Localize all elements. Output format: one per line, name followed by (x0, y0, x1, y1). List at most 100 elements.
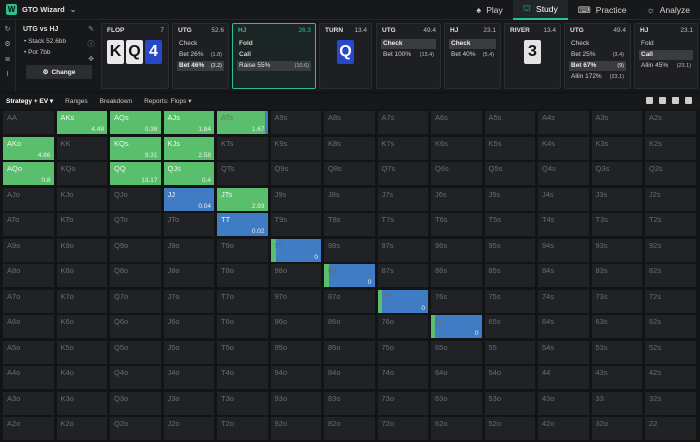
hand-cell-54o[interactable]: 54o (483, 365, 536, 391)
hand-cell-54s[interactable]: 54s (537, 339, 590, 365)
utg-flop-node[interactable]: UTG 52.6 Check Bet 26% (1.8) Bet 46% (3.2) (172, 23, 229, 89)
grid-view-icon[interactable] (672, 97, 679, 104)
tab-breakdown[interactable]: Breakdown (94, 94, 139, 109)
hand-cell-44[interactable]: 44 (537, 365, 590, 391)
action-row-selected[interactable]: Raise 55% (10.6) (237, 61, 311, 71)
hand-cell-94o[interactable]: 94o (269, 365, 322, 391)
list-view-icon[interactable] (685, 97, 692, 104)
hand-cell-J2o[interactable]: J2o (162, 416, 215, 442)
hand-cell-J2s[interactable]: J2s (644, 186, 697, 212)
hand-cell-A8o[interactable]: A8o (2, 263, 55, 289)
hand-cell-AKo[interactable]: AKo 4.86 (2, 135, 55, 161)
action-row[interactable]: Check (569, 39, 626, 49)
hand-cell-J6s[interactable]: J6s (430, 186, 483, 212)
hand-cell-73s[interactable]: 73s (590, 288, 643, 314)
hand-cell-JTo[interactable]: JTo (162, 212, 215, 238)
hand-cell-65o[interactable]: 65o (430, 339, 483, 365)
hand-cell-Q2s[interactable]: Q2s (644, 161, 697, 187)
hand-cell-A9s[interactable]: A9s (269, 110, 322, 136)
action-row-selected[interactable]: Check (449, 39, 496, 49)
hand-cell-76s[interactable]: 76s (430, 288, 483, 314)
hand-cell-J3o[interactable]: J3o (162, 390, 215, 416)
hand-cell-72o[interactable]: 72o (376, 416, 429, 442)
river-card[interactable]: RIVER 13.4 3 (504, 23, 561, 89)
hand-cell-K6o[interactable]: K6o (55, 314, 108, 340)
hand-cell-83o[interactable]: 83o (323, 390, 376, 416)
turn-card[interactable]: TURN 13.4 Q (319, 23, 372, 89)
hand-cell-92s[interactable]: 92s (644, 237, 697, 263)
hand-cell-93o[interactable]: 93o (269, 390, 322, 416)
hand-cell-A4o[interactable]: A4o (2, 365, 55, 391)
hand-cell-Q6o[interactable]: Q6o (109, 314, 162, 340)
hand-cell-33[interactable]: 33 (590, 390, 643, 416)
hand-cell-J8s[interactable]: J8s (323, 186, 376, 212)
hand-cell-T8s[interactable]: T8s (323, 212, 376, 238)
hand-cell-Q3s[interactable]: Q3s (590, 161, 643, 187)
hand-cell-97s[interactable]: 97s (376, 237, 429, 263)
hand-cell-43o[interactable]: 43o (537, 390, 590, 416)
hand-cell-73o[interactable]: 73o (376, 390, 429, 416)
hand-cell-77[interactable]: 77 0 (376, 288, 429, 314)
hand-cell-97o[interactable]: 97o (269, 288, 322, 314)
hand-cell-ATo[interactable]: ATo (2, 212, 55, 238)
hand-cell-J3s[interactable]: J3s (590, 186, 643, 212)
hand-cell-42o[interactable]: 42o (537, 416, 590, 442)
hand-cell-Q5s[interactable]: Q5s (483, 161, 536, 187)
hand-cell-K3o[interactable]: K3o (55, 390, 108, 416)
action-row-selected[interactable]: Bet 46% (3.2) (177, 61, 224, 71)
hand-cell-KTs[interactable]: KTs (216, 135, 269, 161)
action-row[interactable]: Check (177, 39, 224, 49)
utg-turn-node[interactable]: UTG 49.4 Check Bet 100% (13.4) (376, 23, 441, 89)
hand-cell-55[interactable]: 55 (483, 339, 536, 365)
hand-cell-A2o[interactable]: A2o (2, 416, 55, 442)
cube-icon[interactable] (646, 97, 653, 104)
hand-cell-K8o[interactable]: K8o (55, 263, 108, 289)
hand-cell-65s[interactable]: 65s (483, 314, 536, 340)
action-row[interactable]: Allin 172% (23.1) (569, 72, 626, 82)
hand-cell-94s[interactable]: 94s (537, 237, 590, 263)
app-logo[interactable]: W GTO Wizard ⌄ (6, 4, 76, 15)
hj-river-node[interactable]: HJ 23.1 Fold Call Allin 45% (23.1) (634, 23, 698, 89)
hand-cell-KTo[interactable]: KTo (55, 212, 108, 238)
utg-river-node[interactable]: UTG 49.4 Check Bet 25% (3.4) Bet 67% (9) A… (564, 23, 631, 89)
hand-cell-TT[interactable]: TT 0.02 (216, 212, 269, 238)
hand-cell-T5s[interactable]: T5s (483, 212, 536, 238)
hand-cell-T3o[interactable]: T3o (216, 390, 269, 416)
hand-cell-T3s[interactable]: T3s (590, 212, 643, 238)
action-row[interactable]: Bet 25% (3.4) (569, 50, 626, 60)
hand-cell-K7o[interactable]: K7o (55, 288, 108, 314)
hand-cell-63s[interactable]: 63s (590, 314, 643, 340)
hand-cell-J5s[interactable]: J5s (483, 186, 536, 212)
hand-cell-J9s[interactable]: J9s (269, 186, 322, 212)
hand-cell-T5o[interactable]: T5o (216, 339, 269, 365)
hand-cell-85s[interactable]: 85s (483, 263, 536, 289)
hand-cell-T6s[interactable]: T6s (430, 212, 483, 238)
hand-cell-95s[interactable]: 95s (483, 237, 536, 263)
hand-cell-74s[interactable]: 74s (537, 288, 590, 314)
hand-cell-K5o[interactable]: K5o (55, 339, 108, 365)
hand-cell-72s[interactable]: 72s (644, 288, 697, 314)
hand-cell-Q5o[interactable]: Q5o (109, 339, 162, 365)
hand-cell-Q7s[interactable]: Q7s (376, 161, 429, 187)
hand-cell-T2o[interactable]: T2o (216, 416, 269, 442)
hand-cell-KJs[interactable]: KJs 2.58 (162, 135, 215, 161)
action-row[interactable]: Allin 45% (23.1) (639, 61, 693, 71)
action-row[interactable]: Bet 26% (1.8) (177, 50, 224, 60)
hand-cell-76o[interactable]: 76o (376, 314, 429, 340)
hand-cell-K3s[interactable]: K3s (590, 135, 643, 161)
hand-cell-J7o[interactable]: J7o (162, 288, 215, 314)
hand-cell-T9o[interactable]: T9o (216, 237, 269, 263)
action-row[interactable]: Fold (237, 39, 311, 49)
change-button[interactable]: ⚙ Change (26, 65, 92, 79)
hand-cell-KQs[interactable]: KQs 9.31 (109, 135, 162, 161)
hand-cell-92o[interactable]: 92o (269, 416, 322, 442)
action-row[interactable]: Fold (639, 39, 693, 49)
hj-flop-node[interactable]: HJ 26.3 Fold Call Raise 55% (10.6) (232, 23, 316, 89)
nav-practice[interactable]: ⌨ Practice (568, 0, 637, 20)
hand-cell-74o[interactable]: 74o (376, 365, 429, 391)
hand-cell-J7s[interactable]: J7s (376, 186, 429, 212)
settings-icon[interactable]: ⚙ (4, 41, 11, 48)
hand-cell-K2s[interactable]: K2s (644, 135, 697, 161)
hand-cell-T8o[interactable]: T8o (216, 263, 269, 289)
action-row-selected[interactable]: Bet 67% (9) (569, 61, 626, 71)
